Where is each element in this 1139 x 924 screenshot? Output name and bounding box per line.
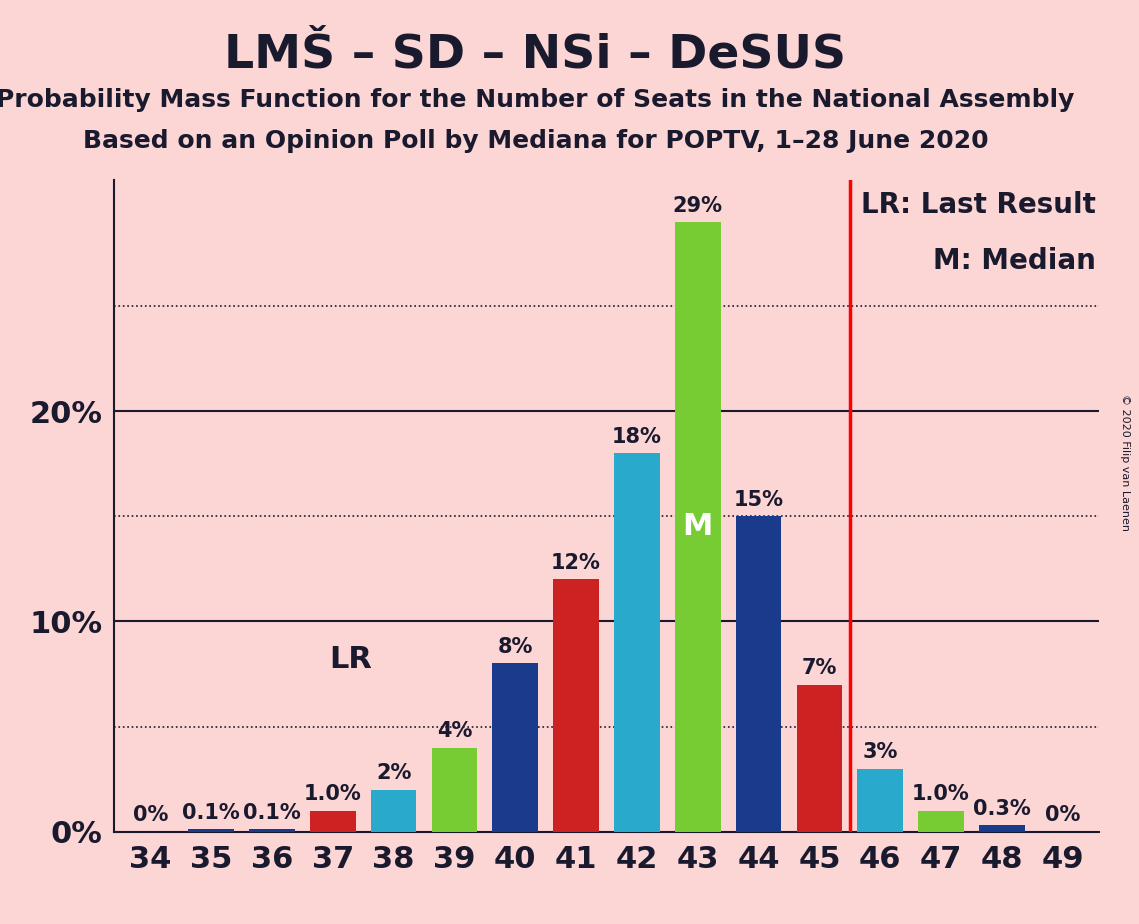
Text: 8%: 8% xyxy=(498,638,533,657)
Text: 12%: 12% xyxy=(551,553,601,573)
Text: 4%: 4% xyxy=(436,722,473,741)
Text: M: Median: M: Median xyxy=(933,248,1096,275)
Bar xyxy=(432,748,477,832)
Text: Based on an Opinion Poll by Mediana for POPTV, 1–28 June 2020: Based on an Opinion Poll by Mediana for … xyxy=(82,129,989,153)
Bar xyxy=(858,769,903,832)
Text: LR: LR xyxy=(329,645,372,674)
Text: Probability Mass Function for the Number of Seats in the National Assembly: Probability Mass Function for the Number… xyxy=(0,88,1074,112)
Text: 0%: 0% xyxy=(133,806,169,825)
Bar xyxy=(492,663,538,832)
Bar xyxy=(918,810,964,832)
Text: 15%: 15% xyxy=(734,490,784,510)
Text: 1.0%: 1.0% xyxy=(912,784,970,804)
Bar xyxy=(675,222,721,832)
Bar xyxy=(554,579,599,832)
Text: M: M xyxy=(682,513,713,541)
Bar xyxy=(614,454,659,832)
Text: LR: Last Result: LR: Last Result xyxy=(861,190,1096,219)
Text: LMŠ – SD – NSi – DeSUS: LMŠ – SD – NSi – DeSUS xyxy=(224,32,846,78)
Bar xyxy=(371,790,417,832)
Text: © 2020 Filip van Laenen: © 2020 Filip van Laenen xyxy=(1120,394,1130,530)
Text: 0.3%: 0.3% xyxy=(973,799,1031,819)
Text: 1.0%: 1.0% xyxy=(304,784,362,804)
Bar xyxy=(736,517,781,832)
Bar xyxy=(310,810,355,832)
Text: 0.1%: 0.1% xyxy=(243,803,301,823)
Text: 0.1%: 0.1% xyxy=(182,803,240,823)
Text: 29%: 29% xyxy=(673,196,723,216)
Text: 18%: 18% xyxy=(612,427,662,447)
Bar xyxy=(980,825,1025,832)
Bar xyxy=(188,830,233,832)
Bar xyxy=(249,830,295,832)
Text: 0%: 0% xyxy=(1044,806,1080,825)
Bar xyxy=(796,685,842,832)
Text: 3%: 3% xyxy=(862,742,898,762)
Text: 2%: 2% xyxy=(376,763,411,784)
Text: 7%: 7% xyxy=(802,658,837,678)
